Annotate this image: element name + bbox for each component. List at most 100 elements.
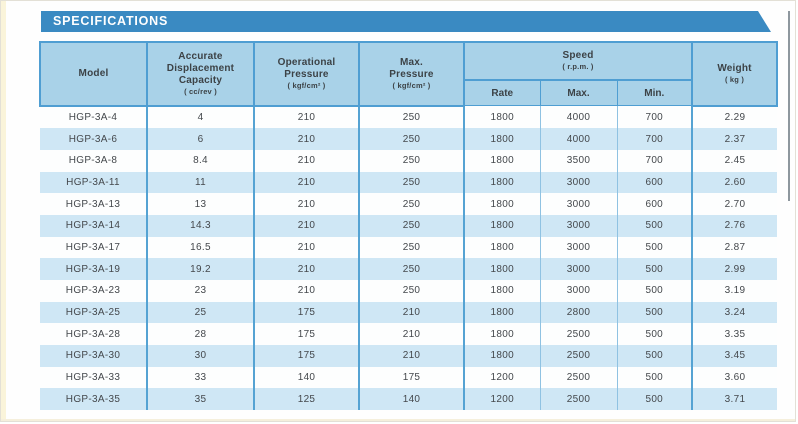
cell-capacity: 14.3 xyxy=(147,214,255,237)
header-model: Model xyxy=(39,41,148,107)
header-operational-label: Operational Pressure xyxy=(277,57,336,81)
cell-model: HGP-3A-19 xyxy=(40,258,148,280)
cell-operational-pressure: 210 xyxy=(254,193,360,215)
cell-speed-min: 500 xyxy=(617,366,694,389)
cell-model: HGP-3A-30 xyxy=(40,345,148,367)
cell-speed-rate: 1800 xyxy=(464,105,541,129)
cell-weight: 2.37 xyxy=(692,128,778,150)
cell-model: HGP-3A-8 xyxy=(40,149,148,172)
cell-speed-rate: 1800 xyxy=(464,280,541,302)
cell-weight: 3.35 xyxy=(692,323,778,346)
header-model-label: Model xyxy=(78,67,109,79)
cell-speed-min: 500 xyxy=(617,345,694,367)
cell-speed-rate: 1800 xyxy=(464,236,541,259)
page-edge-strip xyxy=(1,1,6,421)
cell-speed-max: 4000 xyxy=(540,105,618,129)
cell-model: HGP-3A-17 xyxy=(40,236,148,259)
cell-max-pressure: 250 xyxy=(359,171,465,194)
cell-speed-rate: 1800 xyxy=(464,258,541,280)
cell-capacity: 28 xyxy=(147,323,255,346)
cell-max-pressure: 250 xyxy=(359,214,465,237)
cell-model: HGP-3A-11 xyxy=(40,171,148,194)
table-header: Model Accurate Displacement Capacity ( c… xyxy=(39,41,779,107)
specifications-table: Model Accurate Displacement Capacity ( c… xyxy=(39,41,779,411)
cell-weight: 3.45 xyxy=(692,345,778,367)
cell-weight: 2.99 xyxy=(692,258,778,280)
header-weight-label: Weight xyxy=(717,63,752,75)
cell-weight: 3.19 xyxy=(692,280,778,302)
cell-speed-max: 3000 xyxy=(540,214,618,237)
cell-speed-rate: 1800 xyxy=(464,301,541,324)
cell-capacity: 13 xyxy=(147,193,255,215)
cell-max-pressure: 175 xyxy=(359,366,465,389)
header-speed: Speed ( r.p.m. ) xyxy=(462,41,694,81)
table-row: HGP-3A-4 4 210 250 1800 4000 700 2.29 xyxy=(40,105,778,129)
table-row: HGP-3A-33 33 140 175 1200 2500 500 3.60 xyxy=(40,366,778,389)
header-speed-max: Max. xyxy=(539,79,618,106)
cell-speed-min: 700 xyxy=(617,128,694,150)
table-row: HGP-3A-17 16.5 210 250 1800 3000 500 2.8… xyxy=(40,236,778,259)
cell-max-pressure: 210 xyxy=(359,345,465,367)
cell-capacity: 8.4 xyxy=(147,149,255,172)
cell-speed-max: 2500 xyxy=(540,345,618,367)
cell-weight: 2.45 xyxy=(692,149,778,172)
header-speed-unit: ( r.p.m. ) xyxy=(562,62,594,72)
cell-model: HGP-3A-23 xyxy=(40,280,148,302)
page-bottom-edge xyxy=(1,419,795,421)
table-row: HGP-3A-6 6 210 250 1800 4000 700 2.37 xyxy=(40,128,778,150)
specifications-banner: SPECIFICATIONS xyxy=(41,11,771,32)
cell-operational-pressure: 210 xyxy=(254,128,360,150)
cell-model: HGP-3A-6 xyxy=(40,128,148,150)
header-weight-unit: ( kg ) xyxy=(724,75,745,85)
cell-speed-max: 4000 xyxy=(540,128,618,150)
cell-capacity: 4 xyxy=(147,105,255,129)
cell-speed-max: 2500 xyxy=(540,323,618,346)
header-speed-rate: Rate xyxy=(463,79,541,106)
cell-speed-min: 500 xyxy=(617,214,694,237)
cell-max-pressure: 250 xyxy=(359,128,465,150)
cell-speed-min: 700 xyxy=(617,105,694,129)
table-row: HGP-3A-11 11 210 250 1800 3000 600 2.60 xyxy=(40,171,778,194)
cell-speed-min: 500 xyxy=(617,323,694,346)
table-row: HGP-3A-30 30 175 210 1800 2500 500 3.45 xyxy=(40,345,778,367)
cell-max-pressure: 210 xyxy=(359,301,465,324)
table-row: HGP-3A-13 13 210 250 1800 3000 600 2.70 xyxy=(40,193,778,215)
cell-speed-min: 500 xyxy=(617,280,694,302)
header-speed-min: Min. xyxy=(616,79,693,106)
cell-capacity: 33 xyxy=(147,366,255,389)
cell-speed-max: 3000 xyxy=(540,236,618,259)
cell-speed-max: 2500 xyxy=(540,388,618,411)
cell-operational-pressure: 210 xyxy=(254,280,360,302)
cell-operational-pressure: 125 xyxy=(254,388,360,411)
cell-speed-max: 3000 xyxy=(540,171,618,194)
cell-speed-rate: 1800 xyxy=(464,193,541,215)
cell-speed-rate: 1800 xyxy=(464,171,541,194)
cell-capacity: 19.2 xyxy=(147,258,255,280)
cell-speed-min: 600 xyxy=(617,171,694,194)
cell-model: HGP-3A-35 xyxy=(40,388,148,411)
cell-capacity: 25 xyxy=(147,301,255,324)
cell-speed-min: 500 xyxy=(617,301,694,324)
cell-capacity: 35 xyxy=(147,388,255,411)
table-row: HGP-3A-8 8.4 210 250 1800 3500 700 2.45 xyxy=(40,149,778,172)
cell-speed-rate: 1800 xyxy=(464,345,541,367)
cell-operational-pressure: 210 xyxy=(254,171,360,194)
table-body: HGP-3A-4 4 210 250 1800 4000 700 2.29 HG… xyxy=(40,105,778,411)
cell-max-pressure: 250 xyxy=(359,105,465,129)
cell-speed-max: 3000 xyxy=(540,193,618,215)
cell-model: HGP-3A-14 xyxy=(40,214,148,237)
cell-max-pressure: 250 xyxy=(359,236,465,259)
cell-operational-pressure: 175 xyxy=(254,345,360,367)
cell-speed-rate: 1800 xyxy=(464,323,541,346)
cell-capacity: 6 xyxy=(147,128,255,150)
cell-max-pressure: 140 xyxy=(359,388,465,411)
cell-weight: 2.87 xyxy=(692,236,778,259)
cell-model: HGP-3A-33 xyxy=(40,366,148,389)
cell-operational-pressure: 210 xyxy=(254,149,360,172)
header-capacity-unit: ( cc/rev ) xyxy=(184,87,217,97)
cell-speed-rate: 1800 xyxy=(464,128,541,150)
cell-capacity: 30 xyxy=(147,345,255,367)
cell-max-pressure: 250 xyxy=(359,258,465,280)
cell-operational-pressure: 210 xyxy=(254,258,360,280)
header-operational-pressure: Operational Pressure ( kgf/cm² ) xyxy=(253,41,360,107)
